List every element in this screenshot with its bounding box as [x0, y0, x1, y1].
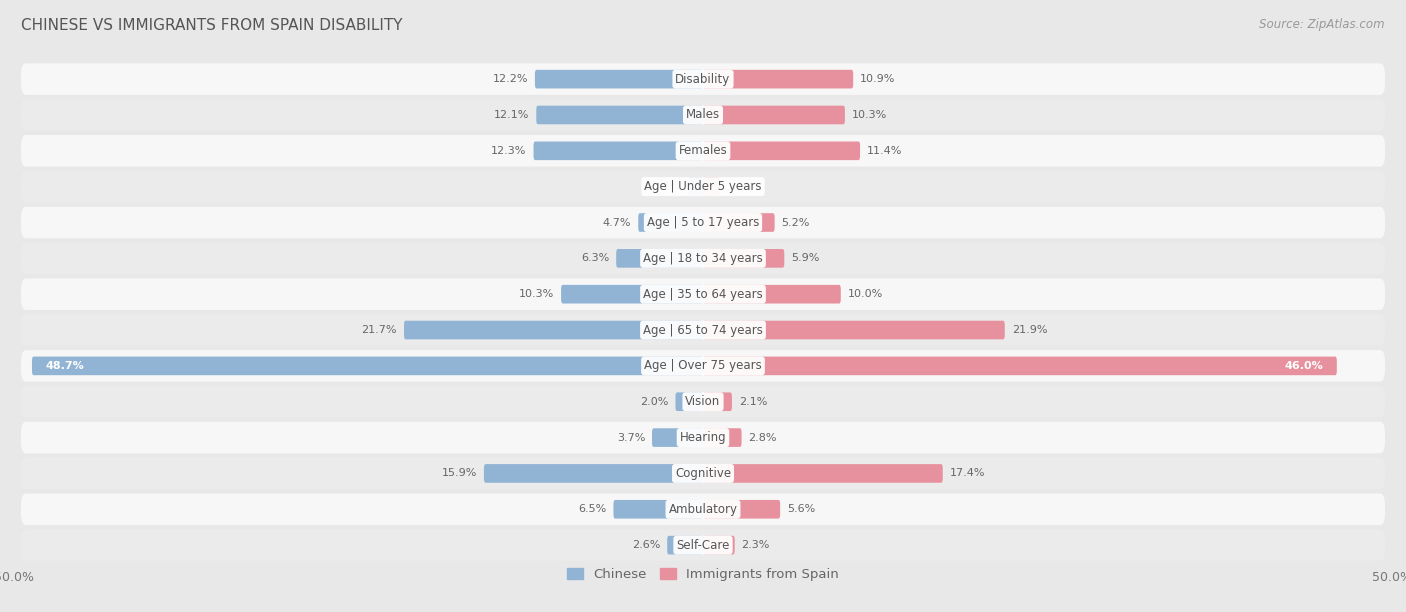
FancyBboxPatch shape — [21, 458, 1385, 489]
FancyBboxPatch shape — [534, 70, 703, 89]
Text: 6.3%: 6.3% — [581, 253, 609, 263]
Text: 10.9%: 10.9% — [860, 74, 896, 84]
Text: Age | 18 to 34 years: Age | 18 to 34 years — [643, 252, 763, 265]
Text: Cognitive: Cognitive — [675, 467, 731, 480]
Text: 17.4%: 17.4% — [949, 468, 986, 479]
FancyBboxPatch shape — [703, 141, 860, 160]
FancyBboxPatch shape — [533, 141, 703, 160]
FancyBboxPatch shape — [703, 536, 735, 554]
FancyBboxPatch shape — [703, 357, 1337, 375]
Text: Females: Females — [679, 144, 727, 157]
FancyBboxPatch shape — [703, 321, 1005, 340]
Text: Source: ZipAtlas.com: Source: ZipAtlas.com — [1260, 18, 1385, 31]
Text: CHINESE VS IMMIGRANTS FROM SPAIN DISABILITY: CHINESE VS IMMIGRANTS FROM SPAIN DISABIL… — [21, 18, 402, 34]
FancyBboxPatch shape — [703, 106, 845, 124]
FancyBboxPatch shape — [21, 278, 1385, 310]
FancyBboxPatch shape — [21, 315, 1385, 346]
Text: Age | Over 75 years: Age | Over 75 years — [644, 359, 762, 372]
Text: 5.2%: 5.2% — [782, 217, 810, 228]
Text: 21.7%: 21.7% — [361, 325, 396, 335]
FancyBboxPatch shape — [703, 249, 785, 267]
FancyBboxPatch shape — [703, 70, 853, 89]
Text: 1.2%: 1.2% — [727, 182, 755, 192]
FancyBboxPatch shape — [703, 285, 841, 304]
FancyBboxPatch shape — [616, 249, 703, 267]
Text: 2.3%: 2.3% — [741, 540, 770, 550]
FancyBboxPatch shape — [484, 464, 703, 483]
FancyBboxPatch shape — [21, 422, 1385, 453]
Text: 12.1%: 12.1% — [494, 110, 530, 120]
Text: 2.1%: 2.1% — [738, 397, 768, 407]
Text: 21.9%: 21.9% — [1012, 325, 1047, 335]
FancyBboxPatch shape — [21, 207, 1385, 238]
FancyBboxPatch shape — [404, 321, 703, 340]
FancyBboxPatch shape — [561, 285, 703, 304]
FancyBboxPatch shape — [21, 529, 1385, 561]
Text: 10.3%: 10.3% — [519, 289, 554, 299]
Text: Age | 65 to 74 years: Age | 65 to 74 years — [643, 324, 763, 337]
FancyBboxPatch shape — [668, 536, 703, 554]
FancyBboxPatch shape — [21, 493, 1385, 525]
FancyBboxPatch shape — [21, 242, 1385, 274]
Text: 12.3%: 12.3% — [491, 146, 527, 156]
Text: Vision: Vision — [685, 395, 721, 408]
Text: 2.8%: 2.8% — [748, 433, 778, 442]
FancyBboxPatch shape — [703, 464, 943, 483]
Text: 46.0%: 46.0% — [1284, 361, 1323, 371]
Text: Ambulatory: Ambulatory — [668, 503, 738, 516]
Text: 15.9%: 15.9% — [441, 468, 477, 479]
Text: 5.6%: 5.6% — [787, 504, 815, 514]
Text: 2.0%: 2.0% — [640, 397, 669, 407]
Text: 4.7%: 4.7% — [603, 217, 631, 228]
Text: Males: Males — [686, 108, 720, 121]
Text: 5.9%: 5.9% — [792, 253, 820, 263]
FancyBboxPatch shape — [21, 171, 1385, 203]
FancyBboxPatch shape — [613, 500, 703, 518]
FancyBboxPatch shape — [21, 386, 1385, 417]
Text: 3.7%: 3.7% — [617, 433, 645, 442]
Text: Age | 35 to 64 years: Age | 35 to 64 years — [643, 288, 763, 300]
FancyBboxPatch shape — [703, 177, 720, 196]
FancyBboxPatch shape — [688, 177, 703, 196]
FancyBboxPatch shape — [703, 428, 741, 447]
Text: 12.2%: 12.2% — [492, 74, 529, 84]
Text: 48.7%: 48.7% — [46, 361, 84, 371]
FancyBboxPatch shape — [32, 357, 703, 375]
Text: Hearing: Hearing — [679, 431, 727, 444]
FancyBboxPatch shape — [703, 392, 733, 411]
Text: 2.6%: 2.6% — [631, 540, 661, 550]
Text: 1.1%: 1.1% — [652, 182, 681, 192]
FancyBboxPatch shape — [703, 500, 780, 518]
FancyBboxPatch shape — [703, 213, 775, 232]
FancyBboxPatch shape — [21, 350, 1385, 382]
FancyBboxPatch shape — [675, 392, 703, 411]
Text: 11.4%: 11.4% — [868, 146, 903, 156]
Text: 10.3%: 10.3% — [852, 110, 887, 120]
Text: Self-Care: Self-Care — [676, 539, 730, 551]
FancyBboxPatch shape — [652, 428, 703, 447]
Text: Age | Under 5 years: Age | Under 5 years — [644, 180, 762, 193]
FancyBboxPatch shape — [638, 213, 703, 232]
Text: 10.0%: 10.0% — [848, 289, 883, 299]
Text: 6.5%: 6.5% — [578, 504, 606, 514]
FancyBboxPatch shape — [21, 135, 1385, 166]
FancyBboxPatch shape — [21, 99, 1385, 131]
Text: Disability: Disability — [675, 73, 731, 86]
FancyBboxPatch shape — [536, 106, 703, 124]
Text: Age | 5 to 17 years: Age | 5 to 17 years — [647, 216, 759, 229]
Legend: Chinese, Immigrants from Spain: Chinese, Immigrants from Spain — [561, 563, 845, 586]
FancyBboxPatch shape — [21, 64, 1385, 95]
